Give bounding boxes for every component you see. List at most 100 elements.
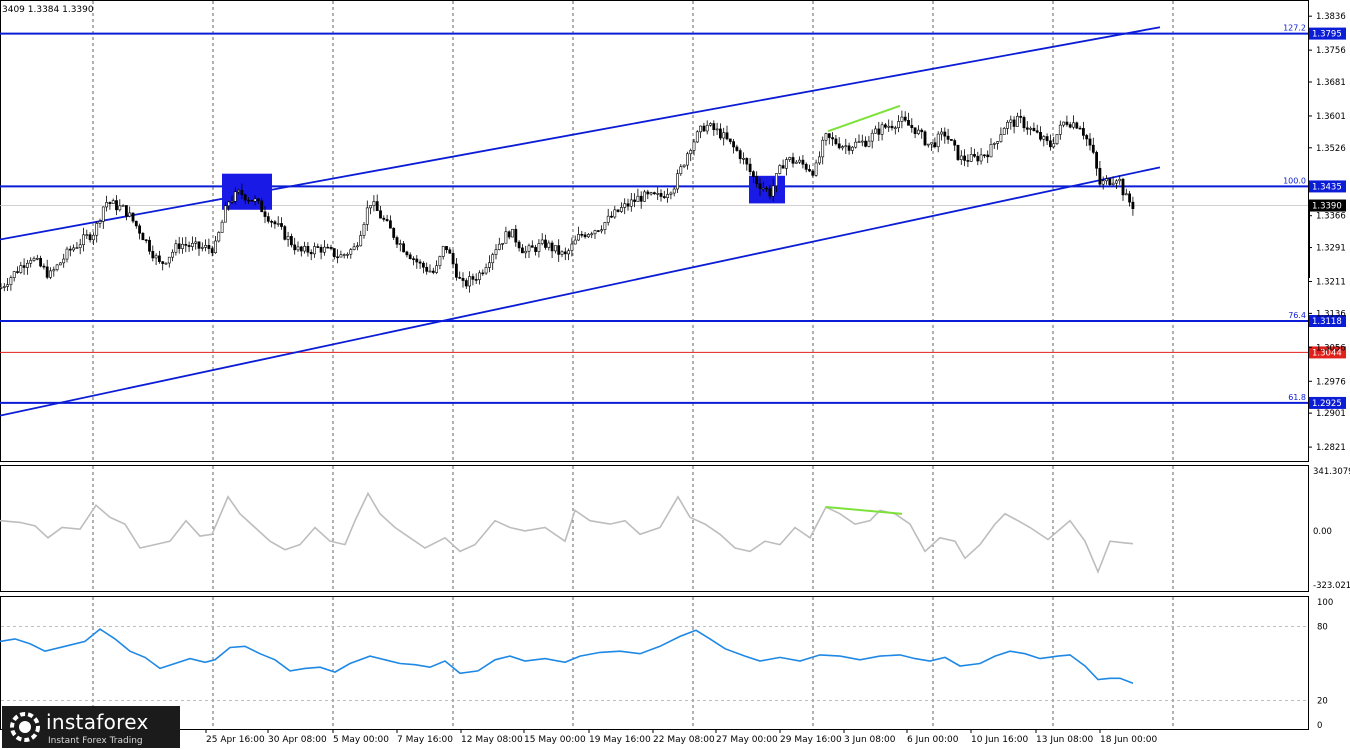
candle-down (375, 201, 379, 212)
candle-up (1009, 119, 1013, 123)
candle-down (316, 246, 320, 248)
candle-up (926, 143, 930, 146)
candle-up (303, 246, 307, 252)
candle-down (544, 239, 547, 248)
candle-up (191, 243, 194, 247)
main-panel-frame (0, 0, 1309, 462)
candle-down (755, 176, 759, 185)
candle-up (105, 202, 109, 208)
candle-down (88, 234, 92, 241)
candle-down (728, 138, 732, 142)
cci-tick-label: -323.0213 (1313, 581, 1350, 591)
candle-down (1091, 144, 1095, 153)
candle-up (619, 207, 623, 212)
price-tick-label: 1.3291 (1316, 244, 1346, 254)
candle-down (263, 211, 267, 217)
candle-up (35, 257, 39, 260)
channel-lower-line (0, 166, 1161, 417)
candle-down (151, 250, 155, 259)
candle-up (276, 223, 280, 225)
candle-down (530, 245, 534, 248)
candle-down (550, 242, 554, 252)
level-price-tag-label: 1.2925 (1312, 399, 1342, 409)
candle-down (148, 239, 151, 252)
price-tick-label: 1.2821 (1316, 443, 1346, 453)
candle-up (85, 234, 89, 236)
candle-up (682, 164, 686, 168)
candle-up (204, 245, 208, 248)
level-label: 100.0 (1283, 176, 1306, 185)
candle-up (676, 173, 679, 190)
candle-down (557, 245, 561, 255)
candle-up (32, 258, 36, 261)
candle-down (385, 219, 389, 222)
candle-down (923, 131, 927, 146)
price-tick-label: 1.3836 (1316, 12, 1346, 22)
candle-down (580, 234, 584, 236)
candle-down (280, 223, 283, 227)
candle-down (837, 143, 841, 149)
candle-up (286, 236, 290, 240)
candle-down (986, 154, 990, 158)
candle-up (623, 203, 627, 208)
candle-up (547, 242, 551, 248)
candle-down (712, 123, 716, 131)
candle-down (184, 243, 188, 246)
candle-up (214, 240, 217, 254)
candle-down (1012, 119, 1016, 127)
time-tick-label: 7 May 16:00 (397, 735, 453, 745)
candle-up (854, 141, 858, 148)
candle-down (946, 135, 950, 140)
candle-up (1105, 178, 1108, 182)
price-tick-label: 1.3211 (1316, 278, 1346, 288)
candle-up (233, 191, 237, 202)
candle-down (801, 159, 805, 165)
rsi-tick-label: 100 (1317, 598, 1333, 608)
candle-down (966, 160, 970, 162)
time-tick-label: 6 Jun 00:00 (907, 735, 959, 745)
price-tick-label: 1.3366 (1316, 212, 1346, 222)
candle-down (471, 276, 475, 280)
candle-up (900, 116, 904, 122)
price-tick-label: 1.2976 (1316, 377, 1346, 387)
candle-up (600, 229, 604, 232)
ohlc-readout: 3409 1.3384 1.3390 (2, 5, 94, 15)
candle-up (62, 258, 66, 264)
candle-up (220, 221, 224, 233)
candle-up (224, 205, 227, 223)
candle-up (613, 209, 617, 218)
candle-down (781, 165, 785, 169)
candle-down (596, 230, 600, 232)
candle-down (408, 254, 412, 259)
candle-up (101, 206, 105, 222)
candle-up (936, 133, 940, 148)
candle-down (1039, 132, 1042, 140)
candle-down (982, 154, 986, 157)
candle-down (1032, 127, 1036, 132)
candle-up (643, 191, 646, 202)
rsi-panel-frame (0, 596, 1309, 730)
candle-up (537, 243, 541, 252)
candle-down (949, 139, 953, 141)
candle-down (240, 189, 244, 196)
candle-up (761, 187, 765, 190)
candle-down (976, 155, 980, 162)
candle-up (359, 235, 363, 247)
candle-down (751, 171, 755, 177)
candle-down (910, 125, 914, 129)
time-tick-label: 12 May 08:00 (461, 735, 523, 745)
candle-up (339, 254, 343, 258)
candle-down (266, 216, 270, 222)
candle-down (1075, 122, 1079, 129)
candle-up (709, 123, 712, 126)
time-tick-label: 3 Jun 08:00 (844, 735, 896, 745)
candle-up (1101, 180, 1105, 185)
candle-down (732, 141, 736, 148)
candle-up (49, 270, 52, 278)
candle-down (956, 144, 960, 160)
candle-up (164, 262, 168, 265)
candle-down (388, 220, 392, 229)
candle-up (78, 244, 82, 248)
candle-down (250, 199, 254, 202)
time-tick-label: 5 May 00:00 (333, 735, 389, 745)
